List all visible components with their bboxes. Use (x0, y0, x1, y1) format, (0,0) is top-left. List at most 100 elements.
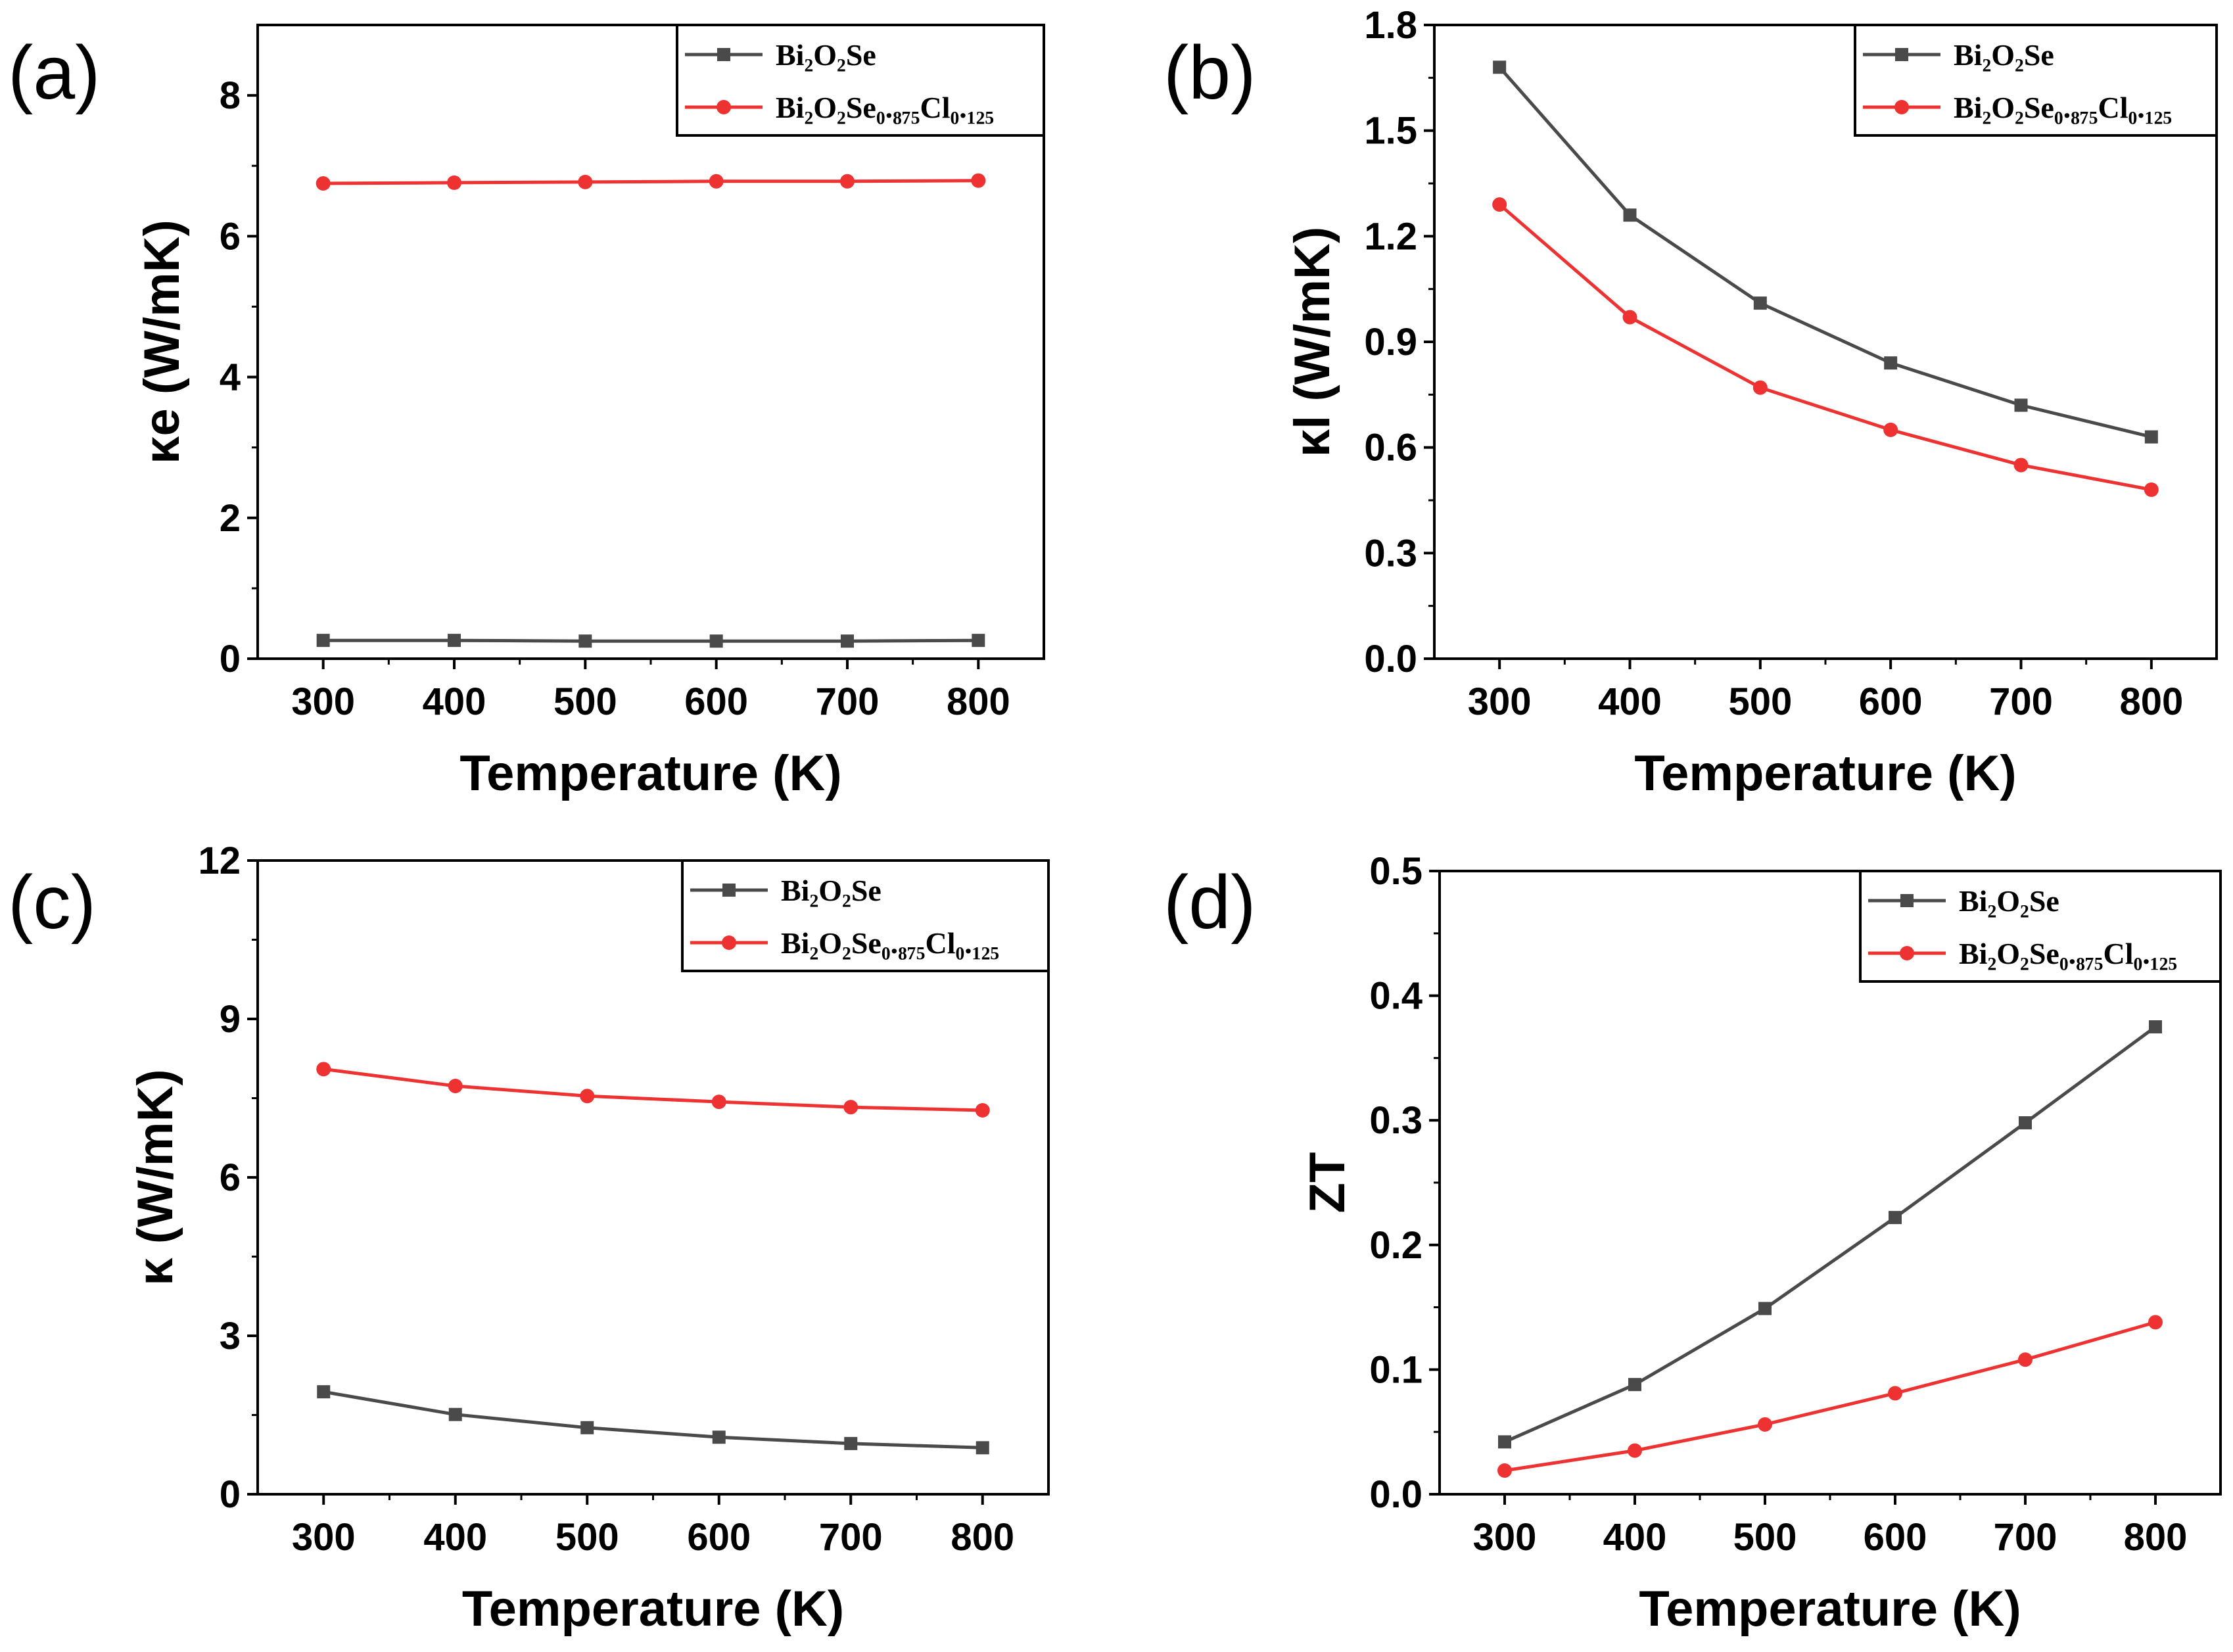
data-point-circle (1497, 1463, 1512, 1478)
x-tick-label: 500 (1728, 680, 1792, 723)
x-tick-label: 800 (951, 1516, 1014, 1559)
data-point-square (712, 1430, 726, 1444)
legend-box (681, 859, 1050, 972)
data-point-square (1628, 1378, 1641, 1392)
series-line (323, 1390, 983, 1450)
x-tick-label: 800 (2119, 680, 2183, 723)
legend-label: Bi₂O₂Se (776, 38, 876, 72)
x-tick-label: 300 (292, 1516, 356, 1559)
legend-box (1859, 870, 2222, 983)
data-point-square (1493, 60, 1507, 74)
x-tick-label: 800 (2124, 1516, 2188, 1559)
x-tick-label: 400 (423, 680, 486, 723)
y-tick-label: 0.9 (1364, 321, 1417, 364)
data-point-square (448, 1407, 462, 1421)
legend-label: Bi₂O₂Se₀.₈₇₅Cl₀.₁₂₅ (781, 926, 999, 960)
x-tick-label: 400 (423, 1516, 487, 1559)
y-tick-label: 6 (220, 215, 241, 258)
x-tick-label: 700 (1989, 680, 2053, 723)
data-point-square (317, 1385, 331, 1399)
legend-box (676, 24, 1045, 137)
data-point-circle (843, 1100, 858, 1115)
x-axis-title: Temperature (K) (462, 1581, 844, 1637)
y-axis-title: ZT (1300, 1152, 1355, 1214)
data-point-circle (316, 176, 331, 191)
y-tick-label: 1.2 (1364, 215, 1417, 258)
chart-panel-d: (d) 300 400 500 600 700 800 0.0 0.1 0.2 0.3 0.4 0.5 T… (1164, 850, 2222, 1637)
x-tick-label: 400 (1603, 1516, 1667, 1559)
y-tick-label: 0.0 (1364, 638, 1417, 680)
series-2 (316, 1062, 990, 1118)
legend-marker-square (722, 884, 736, 897)
series-line (1504, 1320, 2156, 1473)
panel-label: (b) (1164, 31, 1256, 115)
chart-panel-c: (c) 300 400 500 600 700 800 0 3 6 9 12 Temperature (… (8, 839, 1050, 1637)
data-point-circle (709, 174, 724, 189)
data-point-square (1623, 208, 1637, 222)
legend: Bi₂O₂Se Bi₂O₂Se₀.₈₇₅Cl₀.₁₂₅ (676, 24, 1045, 137)
legend-label: Bi₂O₂Se (781, 874, 881, 907)
data-point-square (975, 1441, 989, 1455)
data-point-circle (2144, 482, 2159, 497)
x-tick-label: 600 (1859, 680, 1923, 723)
data-point-square (972, 634, 985, 648)
data-point-circle (580, 1089, 595, 1104)
data-point-circle (1622, 310, 1637, 325)
series-1 (1493, 60, 2158, 444)
legend-label: Bi₂O₂Se₀.₈₇₅Cl₀.₁₂₅ (1954, 91, 2172, 124)
y-tick-label: 2 (220, 497, 241, 540)
x-tick-label: 600 (1864, 1516, 1927, 1559)
data-point-square (2019, 1116, 2032, 1129)
panel-label: (a) (8, 31, 101, 115)
y-tick-label: 0.5 (1369, 850, 1422, 893)
series-2 (1497, 1315, 2163, 1478)
x-tick-label: 300 (291, 680, 355, 723)
data-point-circle (1752, 380, 1768, 395)
legend: Bi₂O₂Se Bi₂O₂Se₀.₈₇₅Cl₀.₁₂₅ (1859, 870, 2222, 983)
series-line (1503, 1025, 2157, 1444)
series-line (323, 638, 979, 643)
legend-label: Bi₂O₂Se (1959, 884, 2059, 918)
x-axis-title: Temperature (K) (1639, 1581, 2021, 1637)
y-axis-title: κl (W/mK) (1284, 227, 1340, 458)
series-2 (316, 173, 986, 191)
data-point-square (2144, 430, 2158, 444)
legend-marker-square (717, 48, 730, 61)
data-point-circle (975, 1102, 990, 1118)
y-tick-label: 0.3 (1364, 532, 1417, 575)
x-tick-label: 500 (553, 680, 617, 723)
y-tick-label: 0 (220, 1473, 241, 1516)
data-point-square (1889, 1211, 1902, 1225)
series-2 (1492, 197, 2159, 497)
data-point-circle (1628, 1443, 1642, 1458)
series-line (323, 179, 979, 185)
panel-label: (d) (1164, 861, 1256, 945)
x-tick-label: 500 (1733, 1516, 1797, 1559)
y-tick-label: 4 (220, 356, 241, 399)
series-line (1498, 203, 2152, 492)
y-tick-label: 0.4 (1369, 975, 1422, 1018)
y-tick-label: 0.0 (1369, 1473, 1422, 1516)
data-point-square (2014, 398, 2028, 412)
x-tick-label: 600 (684, 680, 748, 723)
data-point-circle (2148, 1315, 2163, 1330)
legend-marker-circle (1900, 946, 1914, 960)
y-tick-label: 12 (198, 839, 241, 882)
series-1 (1498, 1020, 2162, 1449)
data-point-circle (711, 1095, 726, 1110)
data-point-square (709, 634, 723, 648)
x-tick-label: 300 (1473, 1516, 1537, 1559)
x-axis-title: Temperature (K) (1634, 745, 2016, 801)
data-point-square (578, 634, 592, 648)
data-point-circle (1758, 1417, 1772, 1432)
legend-label: Bi₂O₂Se₀.₈₇₅Cl₀.₁₂₅ (1959, 937, 2177, 970)
series-line (1498, 66, 2152, 439)
legend: Bi₂O₂Se Bi₂O₂Se₀.₈₇₅Cl₀.₁₂₅ (1854, 24, 2218, 137)
legend-marker-circle (722, 935, 736, 950)
data-point-circle (971, 173, 986, 188)
panel-label: (c) (8, 861, 96, 945)
data-point-circle (448, 1079, 463, 1094)
x-tick-label: 600 (687, 1516, 751, 1559)
data-point-square (316, 634, 330, 648)
